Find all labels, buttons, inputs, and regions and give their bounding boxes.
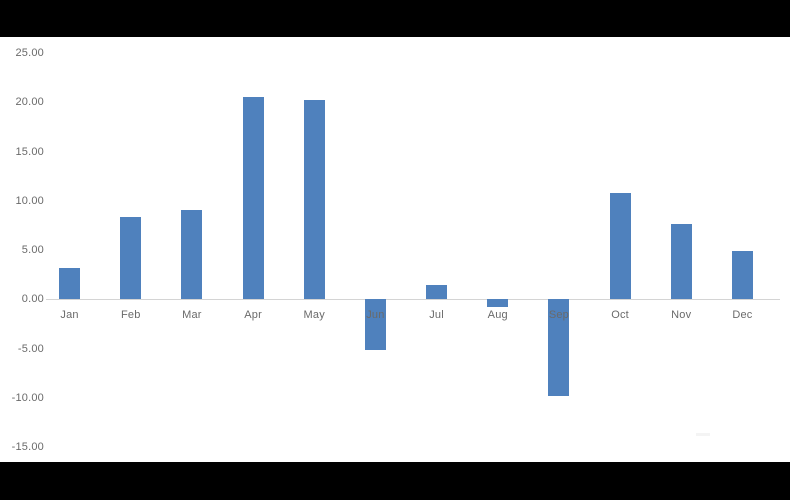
x-axis-tick-label: Dec bbox=[732, 309, 753, 322]
y-axis-tick-label: 15.00 bbox=[15, 145, 44, 158]
x-axis-tick-label: Apr bbox=[244, 309, 262, 322]
x-axis-tick-label: Nov bbox=[671, 309, 692, 322]
bar-chart: 25.00 20.00 15.00 10.00 5.00 0.00 -5.00 -10.00 -… bbox=[0, 37, 790, 462]
bar[interactable] bbox=[426, 285, 448, 300]
y-axis-tick-label: 25.00 bbox=[15, 47, 44, 59]
bar[interactable] bbox=[303, 100, 325, 300]
bar[interactable] bbox=[487, 299, 509, 308]
bar[interactable] bbox=[181, 209, 203, 300]
x-axis-tick-label: Jan bbox=[60, 309, 79, 322]
y-axis-tick-label: -15.00 bbox=[11, 441, 44, 453]
y-axis-tick-label: 0.00 bbox=[21, 293, 44, 306]
top-letterbox-band bbox=[0, 0, 790, 37]
bar[interactable] bbox=[242, 97, 264, 300]
faint-artifact bbox=[696, 433, 710, 436]
bar[interactable] bbox=[120, 216, 142, 300]
x-axis-tick-label: Sep bbox=[548, 309, 569, 322]
x-axis-tick-label: Mar bbox=[182, 309, 202, 322]
x-axis-tick-label: Feb bbox=[120, 309, 141, 322]
y-axis-tick-label: 5.00 bbox=[21, 244, 44, 256]
y-axis: 25.00 20.00 15.00 10.00 5.00 0.00 -5.00 -10.00 -… bbox=[0, 37, 44, 462]
plot-area: Jan Feb Mar Apr May Jun Jul Aug Sep Oct Nov Dec bbox=[46, 37, 780, 462]
y-axis-tick-label: -5.00 bbox=[17, 342, 44, 355]
y-axis-tick-label: -10.00 bbox=[11, 391, 44, 404]
x-axis-tick-label: Jul bbox=[429, 309, 444, 322]
y-axis-tick-label: 10.00 bbox=[15, 194, 44, 207]
x-axis-tick-label: Aug bbox=[487, 309, 508, 322]
x-axis-tick-label: Jun bbox=[366, 309, 385, 322]
y-axis-tick-label: 20.00 bbox=[15, 96, 44, 109]
bar[interactable] bbox=[609, 192, 631, 300]
x-axis-tick-label: May bbox=[303, 309, 325, 322]
bar[interactable] bbox=[548, 299, 570, 396]
bar[interactable] bbox=[670, 224, 692, 300]
x-axis-tick-label: Oct bbox=[611, 309, 629, 322]
zero-axis-line bbox=[46, 299, 780, 301]
bar[interactable] bbox=[731, 250, 753, 300]
bottom-letterbox-band bbox=[0, 462, 790, 500]
bar[interactable] bbox=[364, 299, 386, 351]
bar[interactable] bbox=[59, 267, 81, 300]
